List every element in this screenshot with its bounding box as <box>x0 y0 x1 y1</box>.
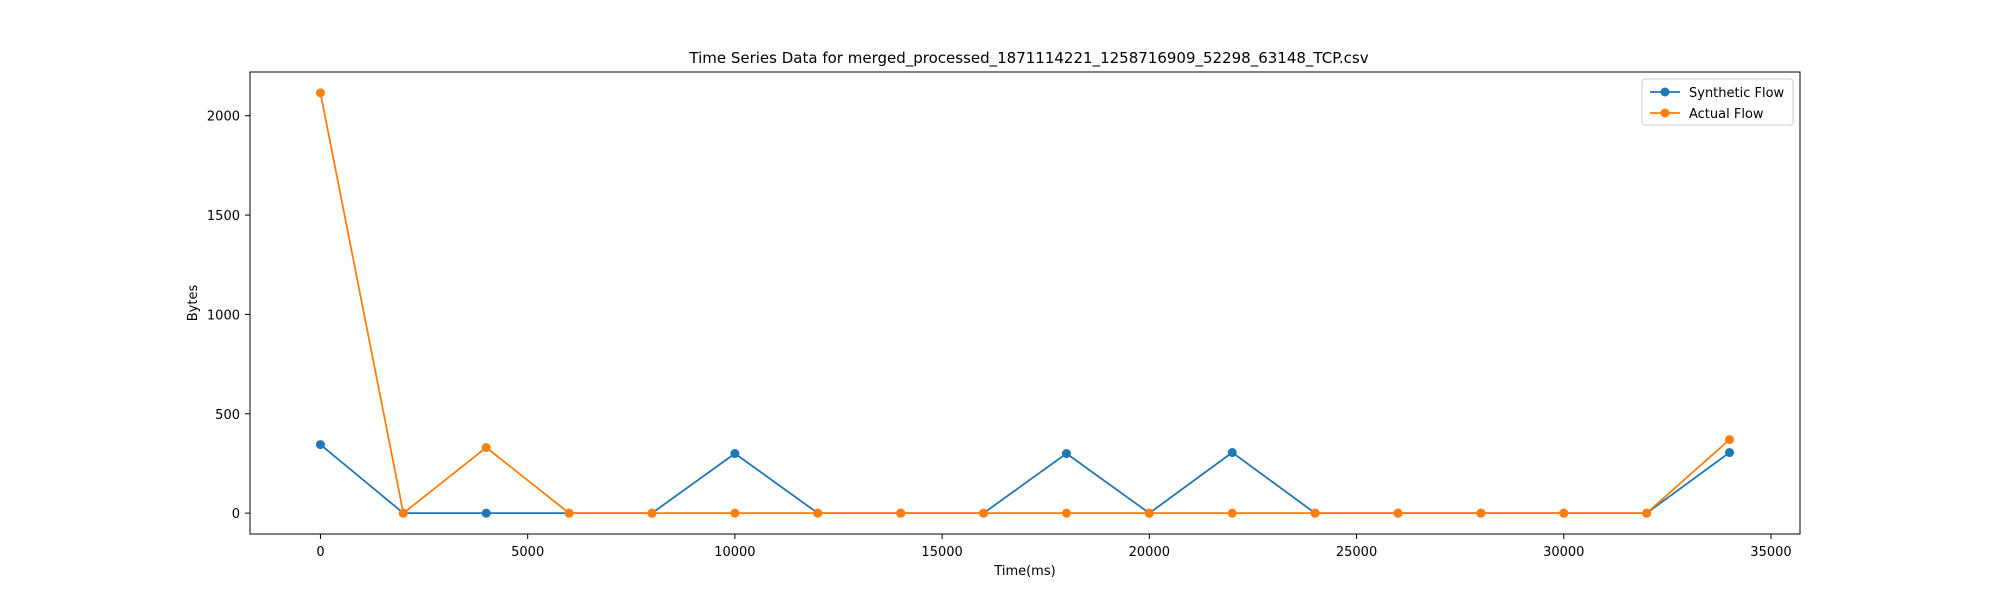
data-point <box>730 508 740 518</box>
data-point <box>1061 508 1071 518</box>
data-point <box>1559 508 1569 518</box>
legend: Synthetic Flow Actual Flow <box>1641 78 1794 126</box>
x-tick-label: 0 <box>316 545 324 560</box>
y-axis: 0 500 1000 1500 2000 <box>207 110 250 522</box>
data-point <box>1227 508 1237 518</box>
x-tick-label: 15000 <box>921 545 962 560</box>
x-tick-label: 35000 <box>1750 545 1791 560</box>
y-axis-label: Bytes <box>186 285 201 322</box>
data-point <box>315 88 325 98</box>
data-point <box>813 508 823 518</box>
data-point <box>1144 508 1154 518</box>
x-tick-label: 30000 <box>1543 545 1584 560</box>
legend-label: Actual Flow <box>1689 107 1764 122</box>
legend-marker <box>1660 108 1670 118</box>
series-line <box>319 443 1731 515</box>
series-layer <box>315 88 1735 518</box>
data-point <box>481 508 491 518</box>
y-tick-label: 0 <box>232 507 240 522</box>
series-line <box>319 92 1731 515</box>
y-tick-label: 1000 <box>207 308 240 323</box>
x-axis-label: Time(ms) <box>993 564 1055 579</box>
data-point <box>1725 448 1735 458</box>
data-point <box>1061 449 1071 459</box>
data-point <box>1310 508 1320 518</box>
x-tick-label: 10000 <box>714 545 755 560</box>
x-tick-label: 5000 <box>511 545 544 560</box>
data-point <box>481 443 491 453</box>
data-point <box>1642 508 1652 518</box>
legend-label: Synthetic Flow <box>1689 86 1785 101</box>
data-point <box>1393 508 1403 518</box>
y-tick-label: 1500 <box>207 209 240 224</box>
data-point <box>1725 435 1735 445</box>
y-tick-label: 500 <box>215 408 240 423</box>
data-point <box>730 449 740 459</box>
data-point <box>979 508 989 518</box>
data-point <box>896 508 906 518</box>
x-axis: 0 5000 10000 15000 20000 25000 30000 35000 <box>316 534 1792 560</box>
series-actual-flow <box>315 88 1735 518</box>
data-point <box>1476 508 1486 518</box>
plot-area <box>249 71 1801 535</box>
data-point <box>398 508 408 518</box>
series-synthetic-flow <box>315 440 1735 518</box>
chart-title: Time Series Data for merged_processed_18… <box>688 49 1368 68</box>
x-tick-label: 20000 <box>1129 545 1170 560</box>
data-point <box>564 508 574 518</box>
data-point <box>315 440 325 450</box>
x-tick-label: 25000 <box>1336 545 1377 560</box>
data-point <box>647 508 657 518</box>
y-tick-label: 2000 <box>207 110 240 125</box>
legend-marker <box>1660 87 1670 97</box>
data-point <box>1227 448 1237 458</box>
